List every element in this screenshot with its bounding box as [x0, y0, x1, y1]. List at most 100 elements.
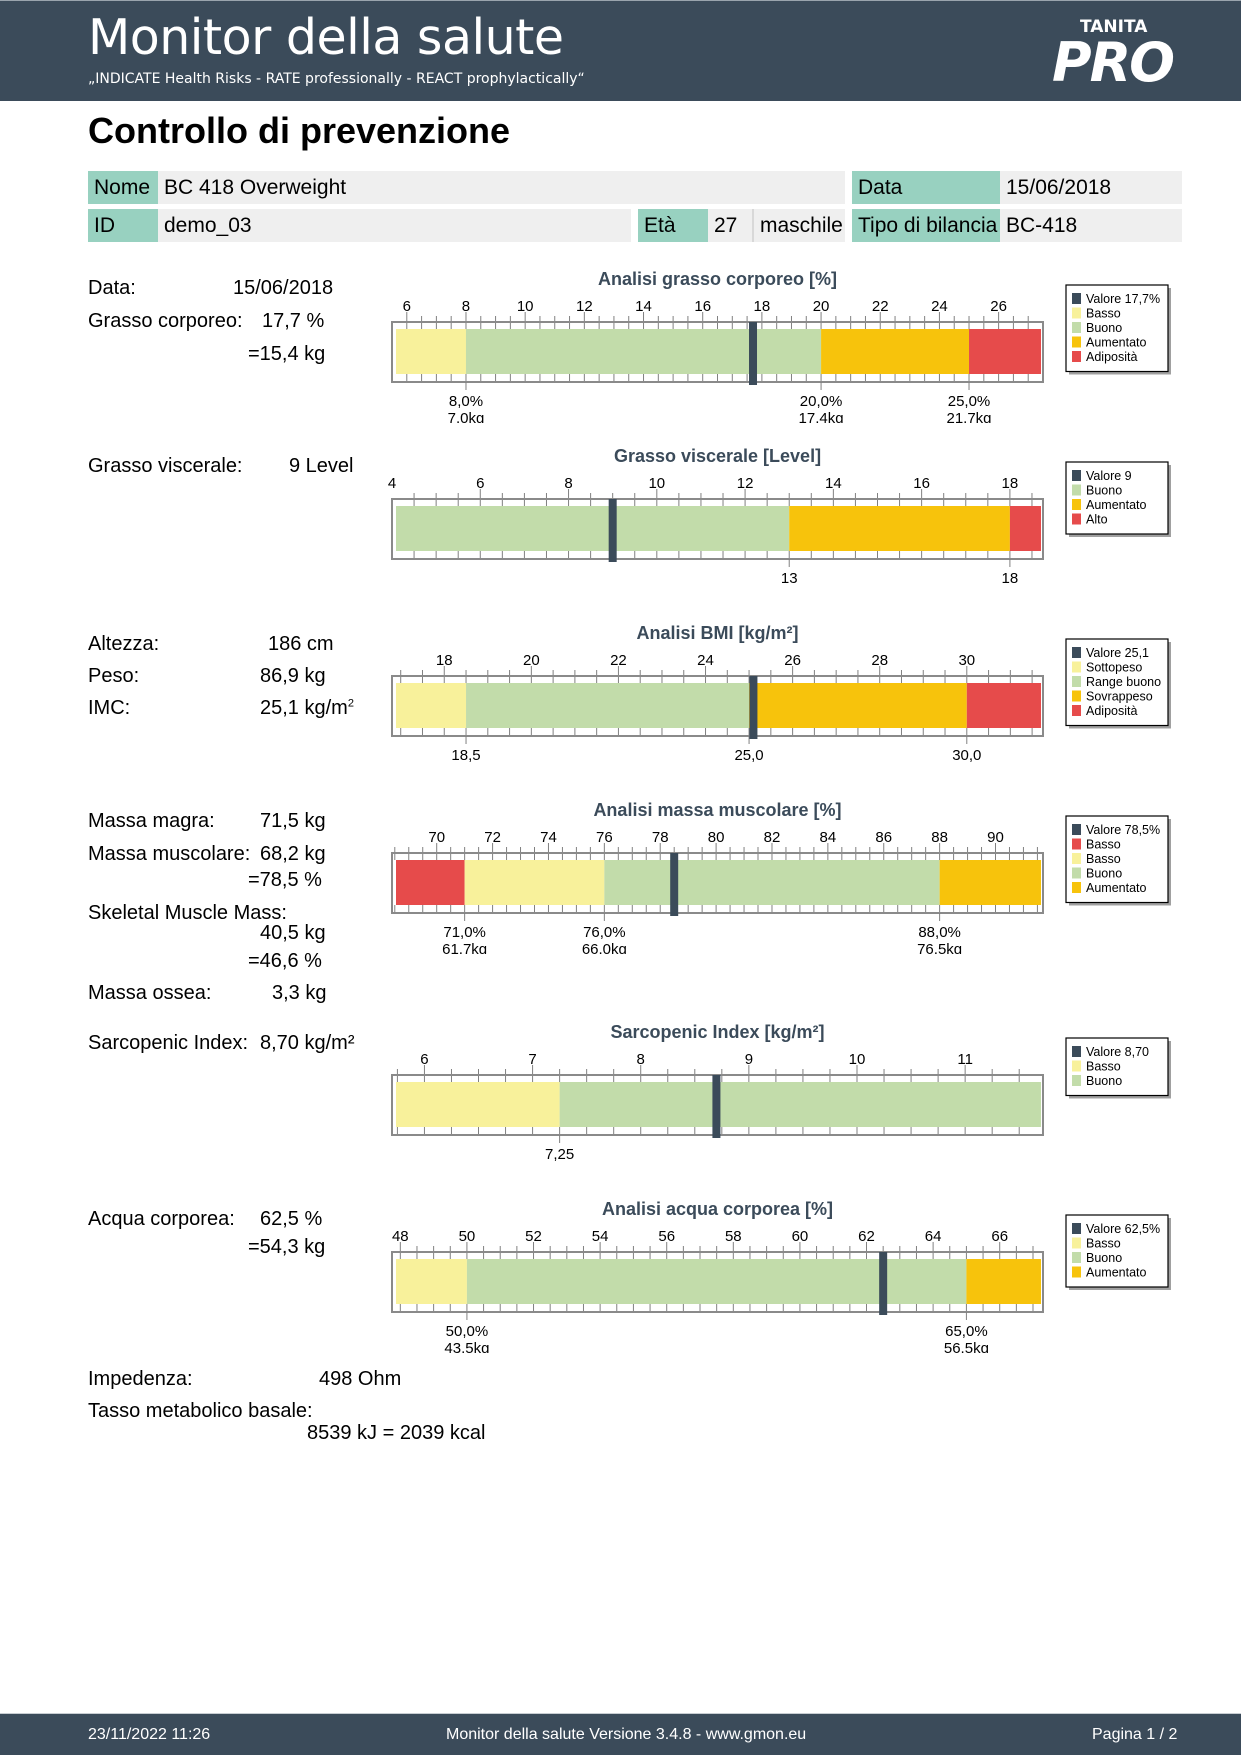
legend-swatch: [1072, 647, 1081, 658]
tick-label: 60: [792, 1228, 809, 1245]
tick-label: 18: [436, 652, 453, 669]
legend-label: Valore 62,5%: [1086, 1222, 1160, 1236]
tick-label: 7: [528, 1051, 536, 1068]
legend-swatch: [1072, 824, 1081, 835]
range-segment: [396, 860, 465, 905]
threshold-label: 76,5kg: [917, 941, 962, 954]
threshold-label: 71,0%: [443, 924, 486, 941]
tick-label: 26: [784, 652, 801, 669]
legend-label: Buono: [1086, 1251, 1122, 1265]
tick-label: 6: [420, 1051, 428, 1068]
range-segment: [466, 1259, 967, 1304]
tick-label: 10: [648, 475, 665, 492]
legend-swatch: [1072, 853, 1081, 864]
body-water-label: Acqua corporea:: [88, 1208, 235, 1230]
legend-box: [1065, 815, 1169, 904]
legend-label: Buono: [1086, 867, 1122, 881]
date-value: 15/06/2018: [1000, 171, 1182, 204]
legend-swatch: [1072, 1060, 1081, 1072]
weight-label: Peso:: [88, 665, 140, 687]
legend-box: [1065, 1037, 1169, 1097]
bone-mass-value: 3,3 kg: [272, 982, 327, 1004]
report-footer: 23/11/2022 11:26 Monitor della salute Ve…: [0, 1713, 1241, 1755]
legend-swatch: [1072, 1237, 1081, 1249]
legend-swatch: [1072, 690, 1081, 702]
legend-swatch: [1072, 676, 1081, 687]
range-segment: [966, 1259, 1041, 1304]
range-segment: [821, 329, 970, 374]
legend-swatch: [1072, 1266, 1081, 1278]
threshold-label: 76,0%: [583, 924, 626, 941]
body-water-value: 62,5 %: [260, 1208, 323, 1230]
water-svg: Analisi acqua corporea [%] 48 50 52 54 56 58 60…: [391, 1199, 1171, 1353]
tick-label: 62: [858, 1228, 875, 1245]
chart-frame: [391, 1251, 1044, 1313]
threshold-label: 25,0: [734, 747, 763, 764]
tick-label: 78: [652, 829, 669, 846]
legend-swatch: [1072, 336, 1081, 348]
value-marker: [608, 499, 617, 562]
tick-label: 8: [462, 298, 470, 315]
threshold-label: 43,5kg: [444, 1340, 489, 1353]
legend-swatch: [1072, 867, 1081, 879]
id-value: demo_03: [158, 209, 631, 242]
chart-frame: [391, 852, 1044, 914]
tick-label: 12: [576, 298, 593, 315]
range-segment: [789, 506, 1010, 551]
chart-frame: [391, 675, 1044, 737]
threshold-label: 66,0kg: [582, 941, 627, 954]
legend-swatch: [1072, 513, 1081, 525]
range-segment: [396, 506, 790, 551]
legend-swatch: [1072, 705, 1081, 716]
name-label: Nome: [88, 171, 158, 204]
legend-label: Valore 78,5%: [1086, 823, 1160, 837]
tick-label: 82: [764, 829, 781, 846]
lean-mass-value: 71,5 kg: [260, 810, 326, 832]
sex-value: maschile: [754, 209, 845, 242]
tick-label: 66: [991, 1228, 1008, 1245]
legend-box: [1065, 1214, 1169, 1288]
range-segment: [966, 683, 1041, 728]
name-value: BC 418 Overweight: [158, 171, 845, 204]
height-label: Altezza:: [88, 633, 160, 655]
legend-label: Sottopeso: [1086, 661, 1142, 675]
legend-swatch: [1072, 307, 1081, 319]
tick-label: 72: [484, 829, 501, 846]
legend-label: Sovrappeso: [1086, 690, 1153, 704]
legend-swatch: [1072, 322, 1081, 333]
legend-box: [1065, 461, 1169, 535]
visceral-fat-value: 9 Level: [289, 455, 354, 477]
tick-label: 50: [459, 1228, 476, 1245]
legend-swatch: [1072, 882, 1081, 893]
app-tagline: „INDICATE Health Risks - RATE profession…: [88, 71, 585, 87]
legend-label: Buono: [1086, 321, 1122, 335]
legend-label: Valore 25,1: [1086, 646, 1149, 660]
muscle-mass-value: 68,2 kg: [260, 843, 326, 865]
visceral-fat-label: Grasso viscerale:: [88, 455, 243, 477]
chart-visceral-fat: Grasso viscerale [Level] 4 6 8 10 12 14 16 18 13 1…: [380, 440, 1200, 600]
chart-title: Grasso viscerale [Level]: [614, 446, 821, 466]
value-marker: [712, 1075, 721, 1138]
tick-label: 26: [990, 298, 1007, 315]
threshold-label: 65,0%: [945, 1323, 988, 1340]
tick-label: 80: [708, 829, 725, 846]
threshold-label: 88,0%: [918, 924, 961, 941]
range-segment: [1009, 506, 1041, 551]
date-label: Data: [852, 171, 1000, 204]
threshold-label: 18: [1002, 570, 1019, 587]
legend-label: Valore 8,70: [1086, 1045, 1149, 1059]
chart-title: Analisi grasso corporeo [%]: [598, 269, 837, 289]
legend-swatch: [1072, 661, 1081, 673]
legend-label: Basso: [1086, 1060, 1121, 1074]
chart-title: Sarcopenic Index [kg/m²]: [610, 1022, 824, 1042]
legend-label: Aumentato: [1086, 881, 1147, 895]
skeletal-muscle-value: 40,5 kg: [260, 922, 326, 944]
tick-label: 56: [658, 1228, 675, 1245]
bmr-label: Tasso metabolico basale:: [88, 1400, 313, 1422]
body-fat-value: 17,7 %: [262, 310, 325, 332]
legend-label: Aumentato: [1086, 498, 1147, 512]
legend-label: Aumentato: [1086, 336, 1147, 350]
legend-swatch: [1072, 499, 1081, 510]
lean-mass-label: Massa magra:: [88, 810, 215, 832]
tick-label: 6: [403, 298, 411, 315]
